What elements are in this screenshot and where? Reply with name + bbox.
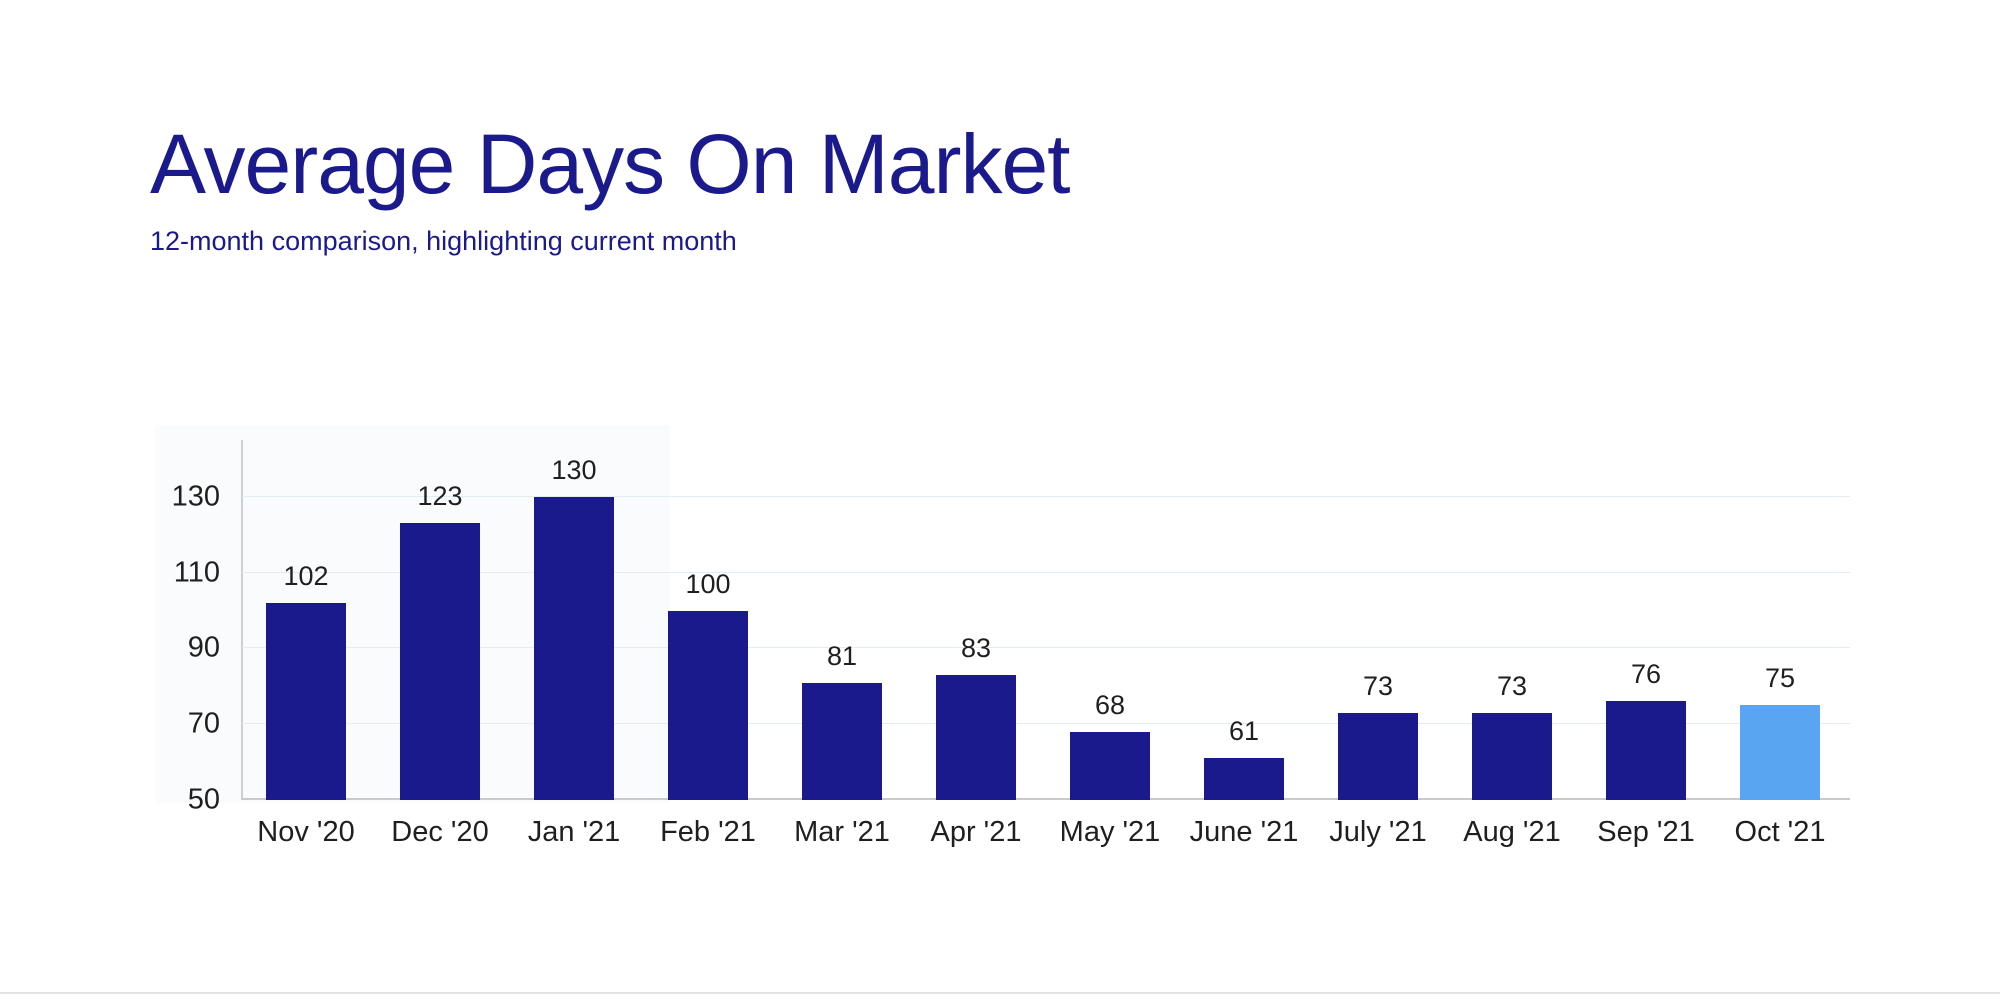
bar <box>1338 712 1418 800</box>
bar-value-label: 83 <box>960 632 992 663</box>
bar-value-label: 75 <box>1764 663 1796 694</box>
page-title: Average Days On Market <box>150 117 1071 211</box>
gridline-y-50 <box>242 798 1850 800</box>
bar-value-label: 81 <box>826 640 858 671</box>
x-category-label: Oct '21 <box>1734 816 1826 848</box>
bar-column-8: 61 June '21 <box>1188 440 1300 848</box>
bar <box>400 523 480 800</box>
bar <box>668 610 748 800</box>
bar-value-label: 68 <box>1094 689 1126 720</box>
bar-column-10: 73 Aug '21 <box>1456 440 1568 848</box>
x-category-label: Feb '21 <box>660 816 756 848</box>
x-category-label: Jan '21 <box>527 816 621 848</box>
bar-column-2: 123 Dec '20 <box>384 440 496 848</box>
bar-column-4: 100 Feb '21 <box>652 440 764 848</box>
bar-value-label: 73 <box>1362 670 1394 701</box>
bar-column-12: 75 Oct '21 <box>1724 440 1836 848</box>
bar <box>266 602 346 800</box>
bar-column-9: 73 July '21 <box>1322 440 1434 848</box>
y-tick-label-110: 110 <box>173 556 220 589</box>
bar-value-label: 130 <box>551 454 597 485</box>
x-category-label: Mar '21 <box>794 816 890 848</box>
bar-column-7: 68 May '21 <box>1054 440 1166 848</box>
gridline-y-110 <box>242 571 1850 573</box>
bar-column-11: 76 Sep '21 <box>1590 440 1702 848</box>
y-tick-label-130: 130 <box>171 480 220 513</box>
bar <box>936 674 1016 800</box>
gridline-y-70 <box>242 723 1850 725</box>
bar-column-5: 81 Mar '21 <box>786 440 898 848</box>
bar-value-label: 73 <box>1496 670 1528 701</box>
bar <box>534 496 614 800</box>
bar-column-3: 130 Jan '21 <box>518 440 630 848</box>
bar-value-label: 123 <box>417 481 463 512</box>
x-category-label: June '21 <box>1189 816 1299 848</box>
x-category-label: May '21 <box>1059 816 1161 848</box>
bar <box>802 682 882 800</box>
page-subtitle: 12-month comparison, highlighting curren… <box>150 226 737 257</box>
x-category-label: Sep '21 <box>1597 816 1695 848</box>
bar <box>1204 758 1284 800</box>
y-tick-label-50: 50 <box>187 783 220 816</box>
bar-value-label: 76 <box>1630 659 1662 690</box>
chart-header: Average Days On Market 12-month comparis… <box>150 117 1071 257</box>
y-tick-label-90: 90 <box>187 631 220 664</box>
bar-column-6: 83 Apr '21 <box>920 440 1032 848</box>
bottom-divider <box>0 992 2000 994</box>
x-category-label: Dec '20 <box>391 816 489 848</box>
bar <box>1070 731 1150 800</box>
gridline-y-130 <box>242 495 1850 497</box>
bar <box>1606 701 1686 800</box>
x-category-label: July '21 <box>1329 816 1427 848</box>
bar <box>1472 712 1552 800</box>
chart-plot-area: 50 70 90 110 130 102 Nov '20 123 Dec '20 130 Jan '… <box>172 440 1850 848</box>
x-category-label: Apr '21 <box>930 816 1022 848</box>
gridline-y-90 <box>242 647 1850 649</box>
x-category-label: Aug '21 <box>1463 816 1561 848</box>
bar-highlighted <box>1740 705 1820 800</box>
y-tick-label-70: 70 <box>187 707 220 740</box>
bar-value-label: 100 <box>685 568 731 599</box>
y-axis-line <box>241 440 243 800</box>
x-category-label: Nov '20 <box>257 816 355 848</box>
bar-value-label: 102 <box>283 560 329 591</box>
bar-value-label: 61 <box>1228 716 1260 747</box>
bars-container: 102 Nov '20 123 Dec '20 130 Jan '21 100 Feb '21… <box>250 440 1836 848</box>
bar-column-1: 102 Nov '20 <box>250 440 362 848</box>
